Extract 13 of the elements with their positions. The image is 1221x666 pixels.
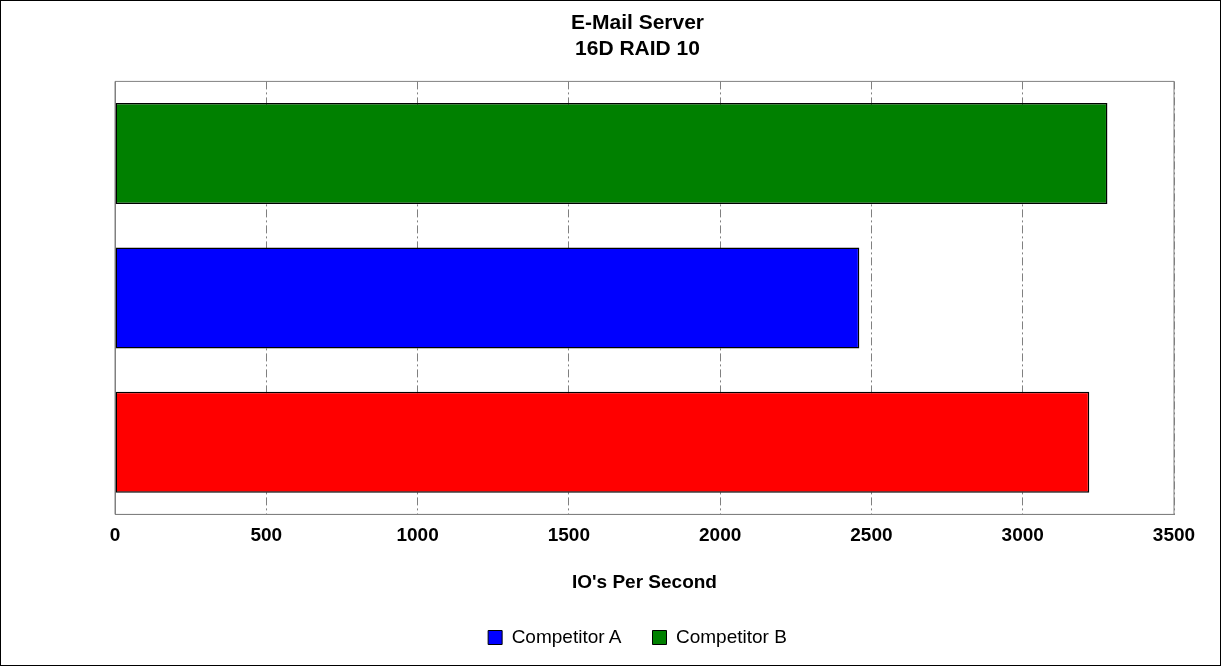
text: E-Mail Server bbox=[570, 10, 705, 34]
x-tick-label: 0 bbox=[109, 524, 121, 546]
x-tick-label: 1500 bbox=[547, 524, 590, 546]
legend-label: Competitor A bbox=[511, 625, 622, 647]
x-tick-label: 2000 bbox=[699, 524, 742, 546]
x-tick-label: 3000 bbox=[1001, 524, 1044, 546]
x-tick-label: 1000 bbox=[396, 524, 439, 546]
x-tick-label: 2500 bbox=[850, 524, 893, 546]
x-tick-label: 500 bbox=[250, 524, 283, 546]
legend-label: Competitor B bbox=[676, 625, 787, 647]
text: 16D RAID 10 bbox=[575, 35, 700, 59]
x-tick-label: 3500 bbox=[1152, 524, 1196, 546]
x-axis-title: IO's Per Second bbox=[572, 570, 717, 592]
